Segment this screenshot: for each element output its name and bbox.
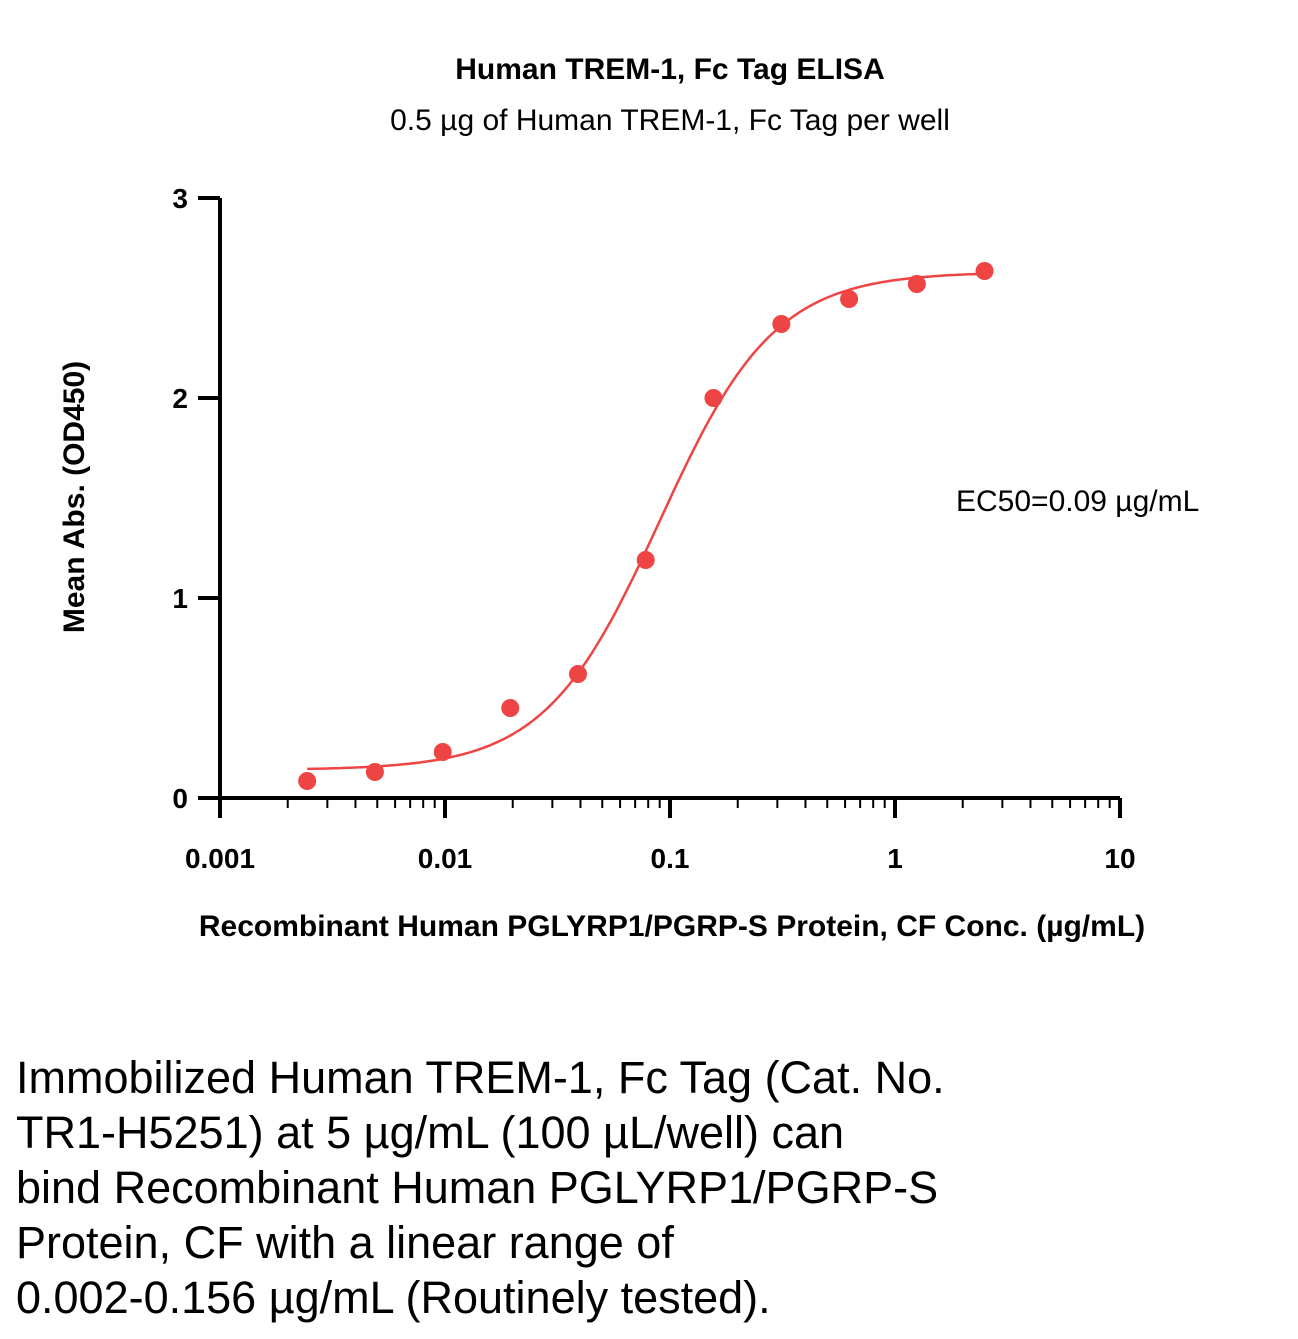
data-point [568, 665, 587, 683]
chart-subtitle: 0.5 µg of Human TREM-1, Fc Tag per well [390, 104, 950, 137]
y-tick-label: 2 [172, 383, 188, 414]
axes: 0.001 0.01 0.1 1 10 0 1 2 3 [172, 183, 1135, 874]
caption-line: bind Recombinant Human PGLYRP1/PGRP-S [16, 1162, 939, 1213]
caption: Immobilized Human TREM-1, Fc Tag (Cat. N… [16, 1050, 1116, 1325]
y-tick-label: 1 [172, 583, 188, 614]
x-axis-label: Recombinant Human PGLYRP1/PGRP-S Protein… [199, 910, 1145, 943]
data-point [907, 275, 926, 293]
data-point [433, 743, 452, 761]
data-point [704, 389, 723, 407]
caption-line: TR1-H5251) at 5 µg/mL (100 µL/well) can [16, 1107, 845, 1158]
data-point [365, 763, 384, 781]
data-point [636, 551, 655, 569]
y-tick-label: 0 [172, 783, 188, 814]
caption-line: Protein, CF with a linear range of [16, 1217, 674, 1268]
x-tick-label: 0.1 [651, 843, 690, 874]
chart-title: Human TREM-1, Fc Tag ELISA [455, 53, 884, 86]
data-point [501, 699, 520, 717]
ec50-annotation: EC50=0.09 µg/mL [956, 485, 1199, 518]
data-points [298, 262, 994, 790]
y-axis-label: Mean Abs. (OD450) [58, 361, 91, 633]
x-tick-label: 10 [1104, 843, 1135, 874]
y-tick-label: 3 [172, 183, 188, 214]
fit-curve [307, 272, 985, 771]
x-tick-label: 0.01 [418, 843, 473, 874]
x-tick-label: 0.001 [185, 843, 255, 874]
data-point [772, 315, 791, 333]
caption-line: Immobilized Human TREM-1, Fc Tag (Cat. N… [16, 1052, 945, 1103]
data-point [840, 290, 859, 308]
data-point [975, 262, 994, 280]
x-tick-label: 1 [887, 843, 903, 874]
caption-line: 0.002-0.156 µg/mL (Routinely tested). [16, 1272, 771, 1323]
data-point [298, 772, 317, 790]
